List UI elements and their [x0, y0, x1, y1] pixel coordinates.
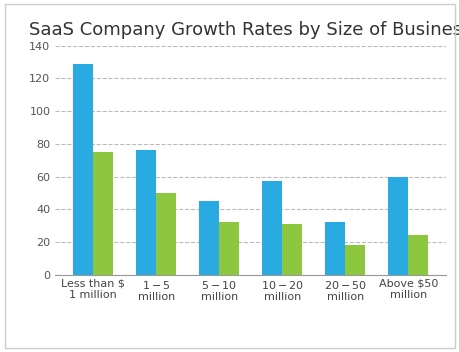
- Bar: [93, 152, 113, 275]
- Title: SaaS Company Growth Rates by Size of Business: SaaS Company Growth Rates by Size of Bus…: [29, 21, 459, 39]
- Legend: Average Growth Rate, Median Growth Rate: Average Growth Rate, Median Growth Rate: [104, 349, 397, 352]
- Bar: [262, 181, 282, 275]
- Bar: [73, 64, 93, 275]
- Bar: [199, 201, 218, 275]
- Bar: [345, 245, 364, 275]
- Bar: [136, 150, 156, 275]
- Bar: [156, 193, 176, 275]
- Bar: [387, 176, 408, 275]
- Bar: [408, 235, 427, 275]
- Bar: [325, 222, 345, 275]
- Bar: [218, 222, 239, 275]
- Bar: [282, 224, 302, 275]
